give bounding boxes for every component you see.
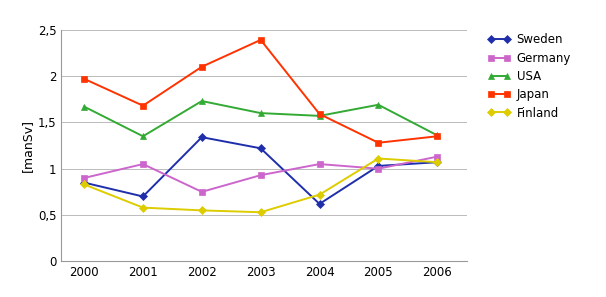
Finland: [433, 160, 441, 164]
Line: Sweden: Sweden: [81, 135, 440, 207]
Sweden: [81, 181, 88, 184]
Germany: [257, 173, 264, 177]
Line: Japan: Japan: [81, 37, 440, 146]
Japan: [81, 77, 88, 80]
Germany: [433, 155, 441, 158]
Japan: [375, 141, 382, 145]
Finland: [81, 183, 88, 186]
Sweden: [433, 160, 441, 164]
USA: [81, 105, 88, 108]
Finland: [198, 208, 205, 212]
USA: [316, 114, 323, 118]
Finland: [139, 206, 147, 209]
Japan: [198, 65, 205, 69]
Germany: [81, 176, 88, 180]
Sweden: [139, 195, 147, 198]
Germany: [139, 162, 147, 166]
Line: Germany: Germany: [81, 154, 440, 195]
Germany: [375, 167, 382, 170]
Finland: [316, 193, 323, 196]
Y-axis label: [manSv]: [manSv]: [21, 119, 34, 172]
Germany: [316, 162, 323, 166]
Japan: [316, 112, 323, 116]
Japan: [139, 104, 147, 108]
Line: USA: USA: [81, 98, 440, 139]
Sweden: [316, 202, 323, 206]
Line: Finland: Finland: [81, 156, 440, 215]
USA: [257, 111, 264, 115]
Legend: Sweden, Germany, USA, Japan, Finland: Sweden, Germany, USA, Japan, Finland: [485, 31, 573, 122]
USA: [375, 103, 382, 107]
Sweden: [198, 135, 205, 139]
USA: [198, 99, 205, 103]
USA: [433, 134, 441, 137]
Sweden: [257, 146, 264, 150]
Finland: [257, 211, 264, 214]
Japan: [433, 135, 441, 138]
Sweden: [375, 164, 382, 168]
Germany: [198, 190, 205, 194]
USA: [139, 135, 147, 138]
Finland: [375, 157, 382, 160]
Japan: [257, 38, 264, 42]
